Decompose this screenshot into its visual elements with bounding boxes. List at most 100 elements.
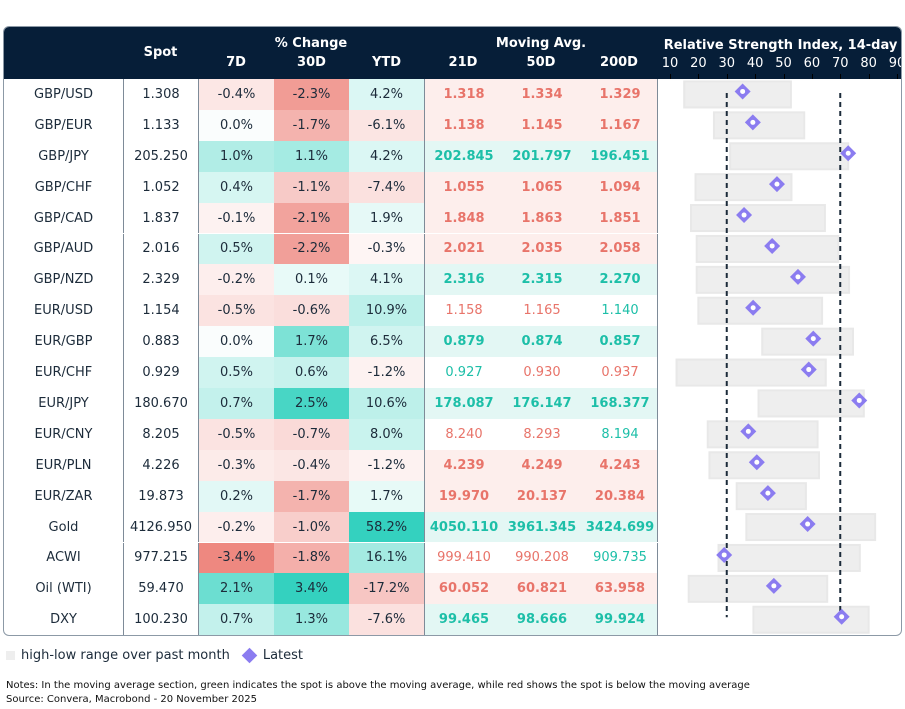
table-row: GBP/JPY 205.250 1.0% 1.1% 4.2% 202.845 201.797… <box>4 140 901 172</box>
rsi-marker-center <box>771 583 777 589</box>
range-bar-legend-icon <box>6 651 15 660</box>
table-row: EUR/USD 1.154 -0.5% -0.6% 10.9% 1.158 1.165 1.1… <box>4 295 901 327</box>
moving-avg-group: 60.052 60.821 63.958 <box>424 573 658 605</box>
diamond-legend-icon <box>241 647 258 664</box>
change-ytd: 4.2% <box>349 79 424 110</box>
change-ytd: 1.9% <box>349 202 424 234</box>
rsi-marker-center <box>839 614 845 620</box>
rsi-range-bar <box>735 482 807 511</box>
table-row: EUR/JPY 180.670 0.7% 2.5% 10.6% 178.087 176.14… <box>4 388 901 419</box>
change-7d: -0.5% <box>198 295 274 327</box>
ma-21d-value: 19.970 <box>438 488 490 504</box>
ma-21d-value: 1.158 <box>445 303 483 319</box>
moving-avg-group: 19.970 20.137 20.384 <box>424 480 658 512</box>
change-ytd: -6.1% <box>349 109 424 141</box>
spot-value: 19.873 <box>123 480 198 512</box>
change-7d: 0.4% <box>198 171 274 203</box>
ma-50d-value: 1.145 <box>521 117 563 133</box>
change-7d: 0.5% <box>198 233 274 265</box>
ma-21d-value: 202.845 <box>434 148 494 164</box>
instrument-name: GBP/JPY <box>38 148 89 164</box>
rsi-range-bar <box>683 80 792 109</box>
ma-21d-value: 1.318 <box>443 86 485 102</box>
ma-50d-value: 1.065 <box>521 179 563 195</box>
change-30d: -2.3% <box>274 79 349 110</box>
table-row: EUR/PLN 4.226 -0.3% -0.4% -1.2% 4.239 4.249 4.2… <box>4 449 901 481</box>
change-7d: -0.2% <box>198 264 274 296</box>
change-ytd: 4.1% <box>349 264 424 296</box>
rsi-marker-center <box>806 367 812 373</box>
change-7d: 0.5% <box>198 357 274 388</box>
change-30d: -0.4% <box>274 449 349 481</box>
table-row: EUR/CNY 8.205 -0.5% -0.7% 8.0% 8.240 8.293 8.19… <box>4 418 901 450</box>
header-ma-50d: 50D <box>526 55 556 70</box>
ma-50d-value: 0.930 <box>523 365 561 381</box>
rsi-tick-mark <box>868 74 870 79</box>
ma-50d-value: 1.863 <box>521 210 563 226</box>
header-ma-21d: 21D <box>448 55 478 70</box>
moving-avg-group: 99.465 98.666 99.924 <box>424 604 658 635</box>
change-30d: -1.1% <box>274 171 349 203</box>
ma-50d-value: 990.208 <box>515 550 569 566</box>
change-30d: 0.6% <box>274 357 349 388</box>
rsi-tick-label: 90 <box>888 56 901 71</box>
table-row: ACWI 977.215 -3.4% -1.8% 16.1% 999.410 990.208… <box>4 542 901 574</box>
ma-200d-value: 1.167 <box>599 117 641 133</box>
ma-50d-value: 1.334 <box>521 86 563 102</box>
instrument-name: EUR/PLN <box>35 457 92 473</box>
moving-avg-group: 1.318 1.334 1.329 <box>424 79 658 110</box>
ma-200d-value: 63.958 <box>594 581 646 597</box>
table-row: Gold 4126.950 -0.2% -1.0% 58.2% 4050.110 3961.… <box>4 511 901 543</box>
change-ytd: 1.7% <box>349 480 424 512</box>
ma-21d-value: 99.465 <box>438 612 490 628</box>
rsi-marker-center <box>765 490 771 496</box>
spot-value: 1.837 <box>123 202 198 234</box>
spot-value: 0.883 <box>123 326 198 358</box>
instrument-name: GBP/NZD <box>33 272 94 288</box>
notes-text: Notes: In the moving average section, gr… <box>6 680 750 691</box>
header-rsi-title: Relative Strength Index, 14-day <box>663 38 898 53</box>
spot-value: 2.329 <box>123 264 198 296</box>
change-30d: -0.7% <box>274 418 349 450</box>
source-text: Source: Convera, Macrobond - 20 November… <box>6 694 257 705</box>
change-ytd: -17.2% <box>349 573 424 605</box>
change-30d: -1.8% <box>274 542 349 574</box>
ma-200d-value: 1.140 <box>601 303 639 319</box>
ma-50d-value: 8.293 <box>523 426 561 442</box>
spot-value: 1.154 <box>123 295 198 327</box>
spot-value: 1.133 <box>123 109 198 141</box>
change-7d: -0.3% <box>198 449 274 481</box>
rsi-chart <box>675 80 877 634</box>
ma-50d-value: 4.249 <box>521 457 563 473</box>
header-ytd: YTD <box>371 55 402 70</box>
header-moving-avg: Moving Avg. <box>495 36 587 51</box>
ma-200d-value: 2.058 <box>599 241 641 257</box>
rsi-range-bar <box>717 543 861 572</box>
header-pct-change: % Change <box>274 36 348 51</box>
ma-21d-value: 0.927 <box>445 365 483 381</box>
rsi-range-bar <box>761 327 855 356</box>
change-ytd: -1.2% <box>349 357 424 388</box>
moving-avg-group: 0.879 0.874 0.857 <box>424 326 658 358</box>
ma-200d-value: 168.377 <box>590 395 650 411</box>
footnotes: Notes: In the moving average section, gr… <box>6 679 750 707</box>
rsi-range-bar <box>689 204 826 233</box>
moving-avg-group: 4050.110 3961.345 3424.699 <box>424 511 658 543</box>
table-row: GBP/NZD 2.329 -0.2% 0.1% 4.1% 2.316 2.315 2.270 <box>4 264 901 296</box>
rsi-tick-label: 40 <box>746 56 764 71</box>
change-ytd: 10.6% <box>349 388 424 419</box>
rsi-range-bar <box>697 296 824 325</box>
ma-50d-value: 176.147 <box>512 395 572 411</box>
change-ytd: -7.6% <box>349 604 424 635</box>
change-30d: 2.5% <box>274 388 349 419</box>
instrument-name: EUR/USD <box>34 303 93 319</box>
ma-50d-value: 2.315 <box>521 272 563 288</box>
change-ytd: -7.4% <box>349 171 424 203</box>
instrument-name: Oil (WTI) <box>35 581 92 597</box>
ma-50d-value: 3961.345 <box>507 519 577 535</box>
spot-value: 977.215 <box>123 542 198 574</box>
instrument-name: GBP/USD <box>34 86 93 102</box>
table-row: Oil (WTI) 59.470 2.1% 3.4% -17.2% 60.052 60.82… <box>4 573 901 605</box>
change-30d: 1.3% <box>274 604 349 635</box>
change-7d: 2.1% <box>198 573 274 605</box>
